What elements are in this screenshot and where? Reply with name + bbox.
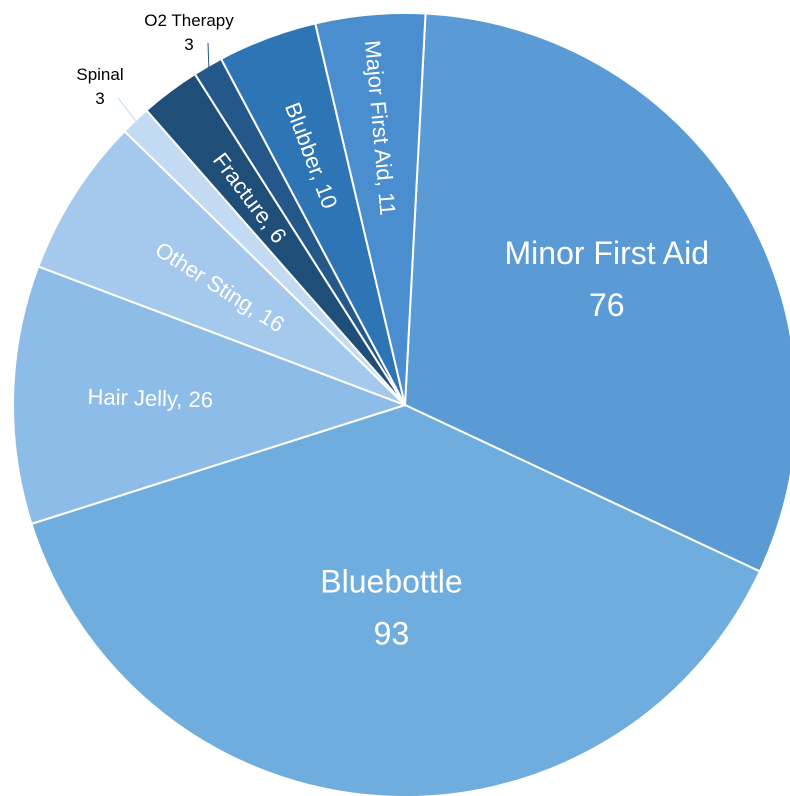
pie-slice-bluebottle (30, 403, 762, 796)
slice-label-value: 76 (589, 287, 625, 323)
pie-slice-major-first-aid (314, 12, 427, 406)
pie-slice-hair-jelly (12, 265, 409, 526)
slice-label-category: Spinal (76, 65, 123, 84)
pie-slice-other-sting (37, 129, 406, 406)
slice-label-bluebottle: Bluebottle 93 (320, 563, 462, 651)
callout-leader-lines (117, 42, 210, 123)
slice-label-minor-first-aid: Minor First Aid 76 (505, 235, 709, 323)
slice-label-value: 3 (95, 89, 104, 108)
slice-label-o2-therapy: O2 Therapy 3 (144, 11, 234, 54)
leader-line-spinal (117, 97, 138, 123)
slice-label-category: O2 Therapy (144, 11, 234, 30)
slice-label-hair-jelly: Hair Jelly, 26 (87, 384, 213, 412)
slice-label-category: Bluebottle (320, 563, 462, 599)
leader-line-o2-therapy (207, 42, 210, 68)
slice-label-category: Minor First Aid (505, 235, 709, 271)
pie-slice-minor-first-aid (403, 12, 790, 573)
slice-label-value: 3 (184, 35, 193, 54)
slice-label-spinal: Spinal 3 (76, 65, 123, 108)
pie-slices (12, 12, 790, 796)
slice-label-value: 93 (374, 615, 410, 651)
